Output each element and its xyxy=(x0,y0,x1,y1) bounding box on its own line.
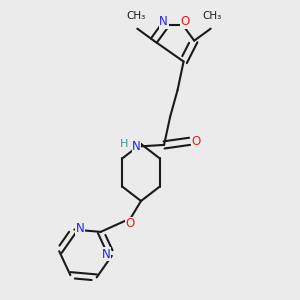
Text: O: O xyxy=(126,217,135,230)
Text: N: N xyxy=(76,222,85,235)
Text: O: O xyxy=(181,15,190,28)
Text: N: N xyxy=(159,15,168,28)
Text: H: H xyxy=(120,139,128,149)
Text: CH₃: CH₃ xyxy=(202,11,221,21)
Text: O: O xyxy=(192,135,201,148)
Text: N: N xyxy=(101,248,110,261)
Text: N: N xyxy=(132,140,141,153)
Text: CH₃: CH₃ xyxy=(127,11,146,21)
